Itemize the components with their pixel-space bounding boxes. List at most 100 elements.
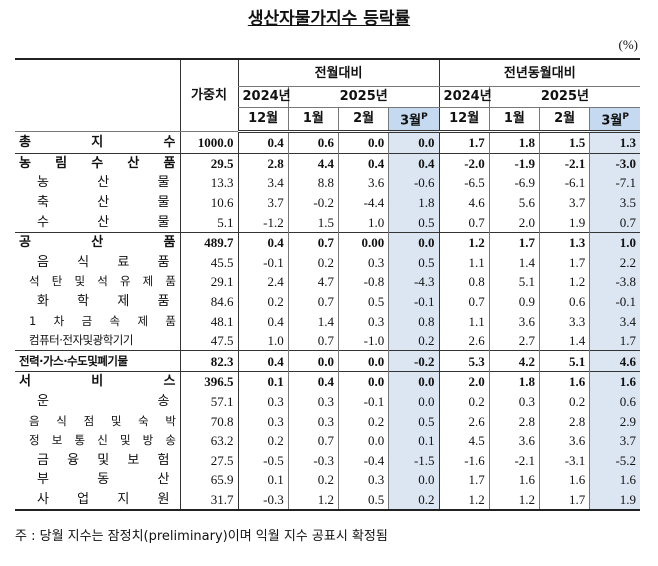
- mom-cell: -0.2: [287, 192, 339, 213]
- mom-cell: 8.8: [287, 173, 339, 193]
- mom-cell: 4.7: [287, 272, 339, 292]
- mom-cell: 0.4: [337, 152, 389, 174]
- mom-cell: 0.0: [287, 350, 339, 372]
- yoy-cell: 0.6: [589, 391, 641, 412]
- mom-cell: 0.5: [388, 212, 440, 233]
- unit: (%): [618, 37, 639, 52]
- mom-cell: 0.0: [388, 130, 440, 154]
- mom-cell: -0.5: [237, 450, 289, 471]
- month-label: 3월: [601, 112, 623, 128]
- yoy-cell: 1.8: [488, 130, 540, 154]
- yoy-cell: 1.3: [539, 231, 590, 253]
- mom-cell: 0.2: [287, 252, 339, 273]
- month-header: 3월P: [589, 107, 641, 133]
- yoy-cell: 1.4: [539, 330, 590, 351]
- row-label: 1 차 금 속 제 품: [29, 313, 176, 328]
- mom-cell: 3.6: [337, 173, 389, 193]
- mom-cell: 0.0: [388, 470, 440, 490]
- yoy-cell: -3.8: [589, 272, 641, 292]
- table-row: 석 탄 및 석 유 제 품 29.1 2.4 4.7 -0.8 -4.3 0.8 5.1 1.2…: [15, 272, 641, 292]
- mom-cell: 0.3: [237, 411, 289, 431]
- table-row: 공 산 품 489.7 0.4 0.7 0.00 0.0 1.2 1.7 1.3 1.0: [15, 231, 641, 253]
- yoy-cell: 5.1: [488, 272, 540, 292]
- table-row: 컴퓨터·전자및광학기기 47.5 1.0 0.7 -1.0 0.2 2.6 2.7 1.4 1.7: [15, 330, 641, 351]
- mom-cell: 0.4: [237, 231, 289, 253]
- mom-cell: 0.2: [388, 489, 440, 512]
- yoy-cell: 2.8: [488, 411, 540, 431]
- mom-cell: 0.7: [287, 291, 339, 312]
- table-row: 운 송 57.1 0.3 0.3 -0.1 0.0 0.2 0.3 0.2 0.6: [15, 391, 641, 412]
- mom-cell: 1.8: [388, 192, 440, 213]
- yoy-cell: 1.0: [589, 231, 641, 253]
- weight-cell: 48.1: [179, 311, 238, 331]
- row-label: 음 식 료 품: [37, 254, 170, 270]
- yoy-cell: -1.6: [438, 450, 490, 471]
- row-label: 정 보 통 신 및 방 송: [29, 433, 176, 448]
- table-row: 농 산 물 13.3 3.4 8.8 3.6 -0.6 -6.5 -6.9 -6.1 -7.1: [15, 173, 641, 193]
- yoy-cell: 4.2: [488, 350, 540, 372]
- weight-cell: 70.8: [179, 411, 238, 431]
- yoy-cell: 5.3: [438, 350, 490, 372]
- month-header: 1월: [488, 107, 540, 133]
- yoy-cell: 3.6: [488, 430, 540, 451]
- yoy-cell: 0.2: [539, 391, 590, 412]
- weight-cell: 82.3: [179, 350, 238, 372]
- mom-cell: 0.7: [287, 430, 339, 451]
- yoy-cell: 3.4: [589, 311, 641, 331]
- mom-cell: 0.4: [237, 130, 289, 154]
- month-header: 2월: [337, 107, 389, 133]
- table-row: 정 보 통 신 및 방 송 63.2 0.2 0.7 0.0 0.1 4.5 3.6 3.6 3.…: [15, 430, 641, 451]
- month-header: 12월: [438, 107, 490, 133]
- weight-header: 가중치: [179, 57, 238, 132]
- yoy-cell: -5.2: [589, 450, 641, 471]
- mom-cell: 0.0: [337, 371, 389, 392]
- yoy-cell: 1.6: [539, 470, 590, 490]
- mom-cell: 0.8: [388, 311, 440, 331]
- mom-cell: 0.4: [237, 350, 289, 372]
- table-row: 부 동 산 65.9 0.1 0.2 0.3 0.0 1.7 1.6 1.6 1.6: [15, 470, 641, 490]
- yoy-cell: 1.2: [438, 231, 490, 253]
- weight-cell: 57.1: [179, 391, 238, 412]
- mom-cell: 0.1: [388, 430, 440, 451]
- mom-cell: 0.0: [388, 391, 440, 412]
- weight-cell: 47.5: [179, 330, 238, 351]
- yoy-cell: -6.9: [488, 173, 540, 193]
- row-label: 금 융 및 보 험: [37, 452, 170, 468]
- yoy-cell: 1.5: [539, 130, 590, 154]
- yoy-cell: 2.0: [488, 212, 540, 233]
- mom-cell: 0.0: [388, 371, 440, 392]
- mom-cell: 1.5: [287, 212, 339, 233]
- mom-cell: 0.6: [287, 130, 339, 154]
- yoy-cell: 3.7: [589, 430, 641, 451]
- mom-cell: 0.3: [337, 470, 389, 490]
- mom-cell: -0.6: [388, 173, 440, 193]
- row-label: 농 산 물: [37, 175, 170, 191]
- yoy-cell: 1.1: [438, 252, 490, 273]
- row-label: 화 학 제 품: [37, 293, 170, 309]
- footnote: 주 : 당월 지수는 잠정치(preliminary)이며 익월 지수 공표시 …: [15, 529, 388, 544]
- mom-cell: -0.1: [237, 252, 289, 273]
- yoy-cell: -6.1: [539, 173, 590, 193]
- table-row: 화 학 제 품 84.6 0.2 0.7 0.5 -0.1 0.7 0.9 0.6 -0.1: [15, 291, 641, 312]
- year-header: 2024년: [237, 86, 291, 108]
- weight-cell: 13.3: [179, 173, 238, 193]
- weight-cell: 29.1: [179, 272, 238, 292]
- mom-cell: 1.0: [337, 212, 389, 233]
- row-label: 총 지 수: [15, 130, 180, 154]
- month-label: 3월: [400, 112, 422, 128]
- row-label: 서 비 스: [15, 371, 180, 392]
- mom-cell: -0.8: [337, 272, 389, 292]
- yoy-cell: 0.9: [488, 291, 540, 312]
- yoy-cell: 0.3: [488, 391, 540, 412]
- mom-cell: -0.1: [388, 291, 440, 312]
- table-row: 사 업 지 원 31.7 -0.3 1.2 0.5 0.2 1.2 1.2 1.7 1.9: [15, 489, 641, 512]
- mom-header: 전월대비: [237, 58, 440, 87]
- yoy-cell: 2.2: [589, 252, 641, 273]
- yoy-cell: 0.2: [438, 391, 490, 412]
- month-label: 12월: [449, 111, 480, 127]
- table-row: 서 비 스 396.5 0.1 0.4 0.0 0.0 2.0 1.8 1.6 1.6: [15, 371, 641, 392]
- weight-cell: 31.7: [179, 489, 238, 512]
- mom-cell: 1.2: [287, 489, 339, 512]
- yoy-cell: 4.6: [589, 350, 641, 372]
